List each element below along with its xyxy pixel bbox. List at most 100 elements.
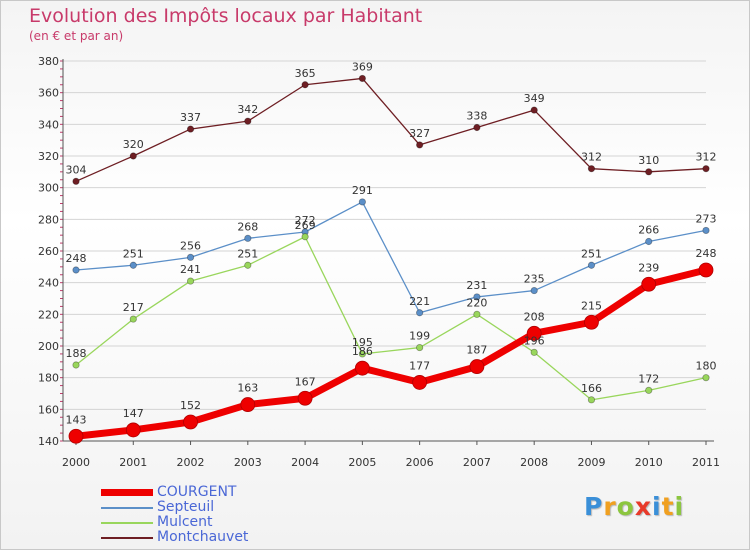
- data-label: 147: [123, 407, 144, 420]
- data-point: [469, 359, 485, 374]
- y-tick-label: 300: [38, 182, 59, 195]
- data-label: 269: [295, 219, 316, 232]
- logo-letter: t: [661, 492, 675, 521]
- legend-swatch: [101, 522, 153, 524]
- data-label: 186: [352, 345, 373, 358]
- logo-letter: i: [652, 492, 662, 521]
- legend-swatch: [101, 537, 153, 539]
- data-point: [416, 343, 424, 352]
- x-tick-label: 2000: [62, 456, 90, 469]
- data-point: [530, 106, 538, 114]
- legend-label: Septeuil: [157, 499, 215, 515]
- axes: 140 160 180 200 220 240 260 280 300 320 340 360 380 2…: [38, 55, 720, 469]
- data-label: 196: [524, 334, 545, 347]
- y-tick-label: 360: [38, 87, 59, 100]
- data-label: 248: [66, 252, 87, 265]
- data-label: 266: [638, 224, 659, 237]
- y-tick-label: 140: [38, 435, 59, 448]
- x-tick-label: 2007: [463, 456, 491, 469]
- series-lines: [68, 74, 714, 444]
- data-point: [72, 266, 80, 274]
- data-label: 166: [581, 382, 602, 395]
- x-tick-label: 2011: [692, 456, 720, 469]
- data-point: [587, 261, 596, 269]
- data-label: 349: [524, 92, 545, 105]
- data-point: [72, 177, 80, 185]
- data-label: 365: [295, 67, 316, 80]
- data-label: 172: [638, 372, 659, 385]
- data-point: [244, 261, 252, 269]
- data-point: [645, 168, 653, 176]
- data-point: [358, 74, 366, 83]
- data-label: 177: [409, 359, 430, 372]
- data-point: [244, 117, 252, 125]
- data-point: [702, 374, 710, 382]
- x-tick-label: 2008: [520, 456, 548, 469]
- data-label: 152: [180, 399, 201, 412]
- data-point: [358, 198, 366, 206]
- data-point: [416, 141, 424, 149]
- x-tick-label: 2004: [291, 456, 319, 469]
- data-point: [530, 286, 538, 295]
- data-label: 272: [295, 214, 316, 227]
- y-tick-label: 340: [38, 118, 59, 131]
- chart-title: Evolution des Impôts locaux par Habitant: [29, 5, 423, 27]
- data-point: [587, 165, 596, 173]
- gridlines: [63, 60, 706, 442]
- data-point: [473, 123, 481, 132]
- data-point: [297, 390, 313, 406]
- data-label: 221: [409, 295, 430, 308]
- data-label: 241: [180, 263, 201, 276]
- data-point: [125, 422, 141, 438]
- data-label: 208: [524, 310, 545, 323]
- data-point: [301, 81, 309, 89]
- data-point: [645, 237, 653, 246]
- y-tick-label: 280: [38, 213, 59, 226]
- legend-swatch: [101, 489, 153, 496]
- data-label: 251: [237, 247, 258, 260]
- data-label: 231: [466, 279, 487, 292]
- x-tick-label: 2005: [348, 456, 376, 469]
- y-tick-label: 380: [38, 55, 59, 68]
- data-label: 251: [123, 247, 144, 260]
- data-point: [354, 360, 370, 376]
- series-line-mulcent: [75, 236, 707, 401]
- data-label: 291: [352, 184, 373, 197]
- data-point: [358, 350, 366, 358]
- x-tick-label: 2003: [234, 456, 262, 469]
- data-point: [473, 293, 481, 301]
- data-label: 195: [352, 336, 373, 349]
- data-label: 338: [466, 110, 487, 123]
- data-point: [301, 233, 309, 241]
- data-label: 163: [237, 382, 258, 395]
- legend-swatch: [101, 507, 153, 509]
- logo-letter: P: [584, 492, 604, 521]
- legend-label: COURGENT: [157, 484, 237, 500]
- data-point: [641, 276, 657, 292]
- data-label: 304: [66, 163, 87, 176]
- data-label: 239: [638, 261, 659, 274]
- y-tick-label: 240: [38, 277, 59, 290]
- data-point: [129, 315, 137, 323]
- data-label: 251: [581, 247, 602, 260]
- logo-letter: o: [616, 492, 635, 521]
- y-tick-label: 200: [38, 340, 59, 353]
- data-label: 188: [66, 347, 87, 360]
- data-point: [186, 277, 195, 285]
- data-point: [129, 261, 137, 269]
- logo-letter: r: [603, 492, 617, 521]
- data-point: [72, 361, 80, 369]
- data-point: [473, 310, 481, 318]
- data-point: [702, 165, 710, 173]
- data-point: [244, 234, 252, 242]
- data-label: 215: [581, 299, 602, 312]
- data-label: 248: [696, 247, 717, 260]
- proxiti-logo: Proxiti: [584, 492, 684, 521]
- data-label: 312: [696, 151, 717, 164]
- data-label: 199: [409, 330, 430, 343]
- logo-letter: x: [634, 492, 652, 521]
- data-point: [240, 397, 256, 412]
- data-label: 220: [466, 296, 487, 309]
- legend-label: Mulcent: [157, 514, 213, 530]
